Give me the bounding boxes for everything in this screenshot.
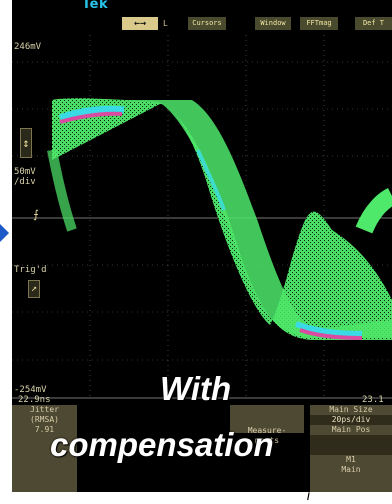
main-timebase-panel[interactable]: Main Size 20ps/div Main Pos M1 Main: [310, 405, 392, 492]
time-left-readout: 22.9ns: [18, 395, 51, 405]
menu-fftmag[interactable]: FFTmag: [300, 17, 338, 30]
tek-logo: Tek: [82, 0, 109, 12]
bottom-voltage-readout: -254mV: [14, 385, 47, 395]
measurements-label: Measure- ments: [247, 426, 287, 445]
top-voltage-readout: 246mV: [14, 42, 42, 52]
trigger-level-icon: ⨍: [33, 208, 39, 221]
vertical-scale-readout: 50mV /div: [14, 167, 36, 187]
main-pos-label: Main Pos: [331, 425, 371, 434]
main-size-label: Main Size: [329, 405, 373, 414]
page-mark: /: [307, 492, 310, 503]
top-menu-bar: ←→ L Cursors Window FFTmag Def T: [12, 17, 392, 31]
jitter-title: Jitter: [30, 405, 59, 414]
overlay-line-1: With: [160, 370, 232, 407]
menu-window[interactable]: Window: [255, 17, 291, 30]
vertical-position-icon[interactable]: ↕: [20, 128, 32, 158]
pointer-arrow-icon: [0, 224, 9, 242]
menu-def-t[interactable]: Def T: [355, 17, 392, 30]
jitter-value: 7.91: [34, 425, 55, 434]
main-label: Main: [341, 465, 361, 474]
trigger-slope-icon[interactable]: ↗: [28, 280, 40, 298]
jitter-mode: (RMSA): [30, 415, 59, 424]
menu-cursors[interactable]: Cursors: [188, 17, 226, 30]
overlay-line-2: compensation: [50, 426, 274, 463]
oscilloscope-screen: Tek ←→ L Cursors Window FFTmag Def T 246…: [12, 0, 392, 492]
menu-letter-l: L: [163, 19, 168, 28]
m1-label: M1: [346, 455, 356, 464]
main-size-value: 20ps/div: [310, 415, 392, 425]
trigger-status: Trig'd: [14, 265, 47, 275]
measurements-button[interactable]: Measure- ments: [230, 405, 304, 445]
eye-diagram-display: [12, 35, 392, 400]
main-pos-value: [310, 435, 392, 455]
jitter-panel[interactable]: Jitter (RMSA) 7.91: [12, 405, 77, 492]
eye-trace: [47, 98, 392, 341]
horizontal-arrows-button[interactable]: ←→: [122, 17, 158, 30]
time-right-readout: 23.1: [362, 395, 384, 405]
